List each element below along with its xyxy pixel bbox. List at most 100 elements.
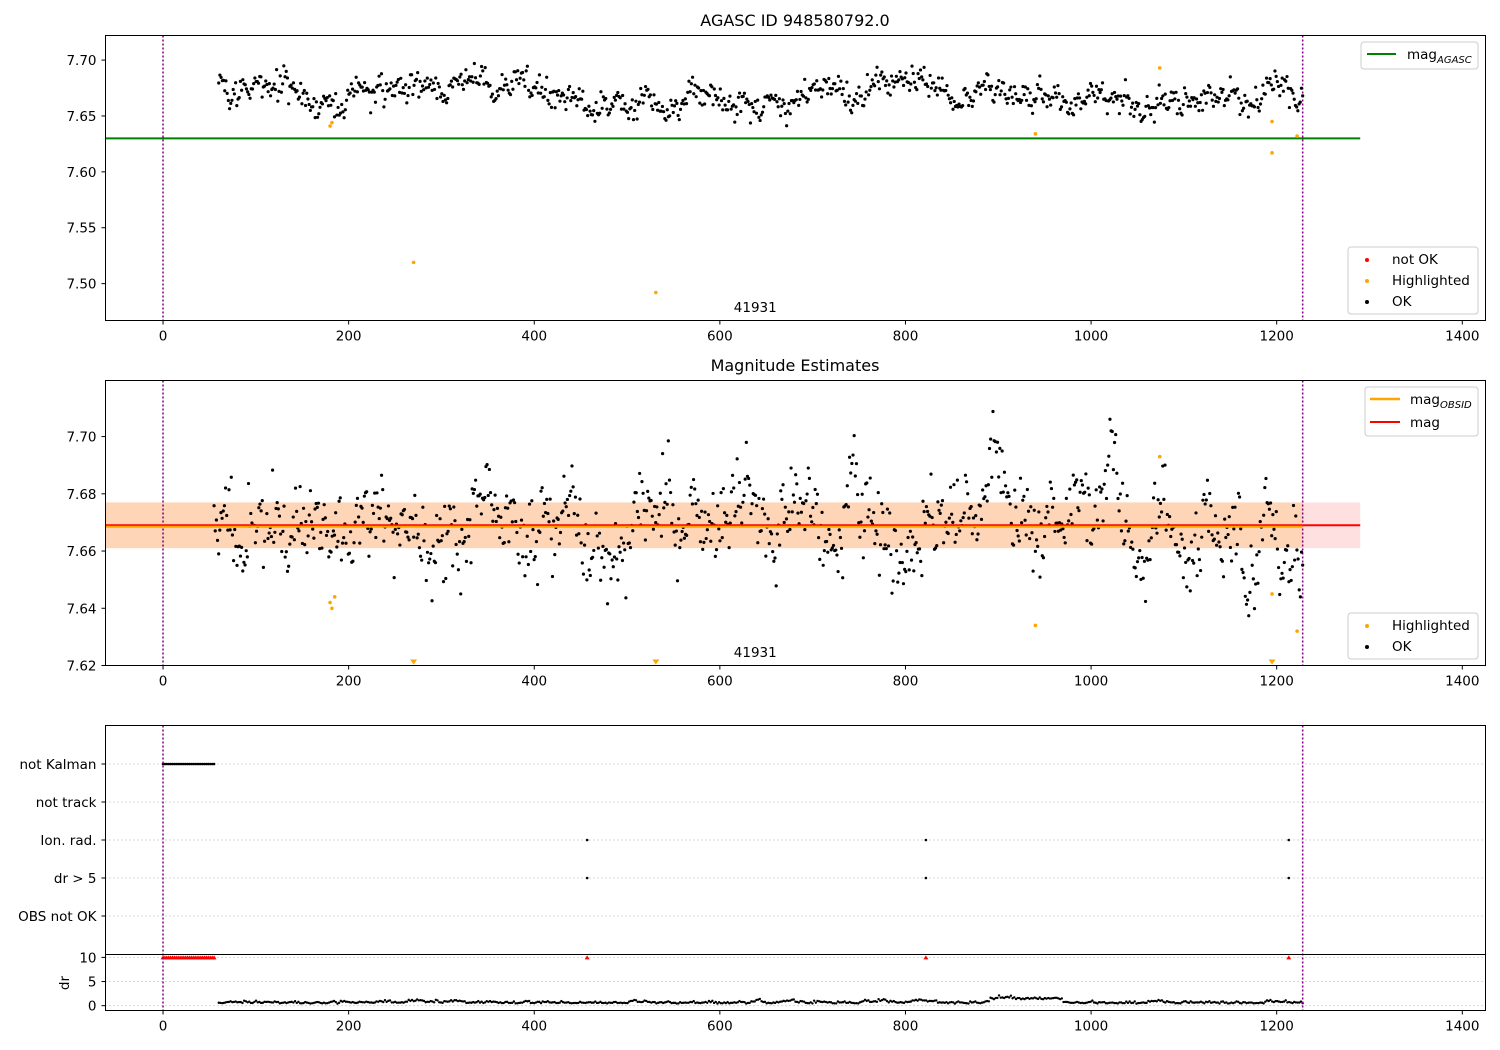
panel2-ok-point xyxy=(1151,496,1156,500)
panel1-ok-point xyxy=(256,81,261,85)
panel2-ok-point xyxy=(1157,515,1161,519)
panel1-highlighted-point xyxy=(654,290,658,295)
panel2-ok-point xyxy=(705,528,709,532)
dr-point xyxy=(592,1001,595,1004)
flag-point xyxy=(173,762,176,766)
panel2-ok-point xyxy=(844,503,848,507)
dr-point xyxy=(449,999,453,1002)
panel2-ok-point xyxy=(755,504,759,508)
panel1-ok-point xyxy=(489,95,493,99)
panel1-ok-point xyxy=(713,93,718,98)
panel1-ok-point xyxy=(391,84,396,88)
panel1-ok-point xyxy=(1197,108,1201,113)
panel1-ok-point xyxy=(332,115,337,119)
flag-point xyxy=(585,876,589,880)
panel1-ok-point xyxy=(1061,95,1065,99)
panel2-ok-point xyxy=(398,543,402,547)
panel2-ok-point xyxy=(725,513,729,517)
panel2-ok-point xyxy=(277,514,282,518)
panel1-ok-point xyxy=(862,104,866,108)
dr-point xyxy=(368,1001,371,1004)
panel2-ok-point xyxy=(722,511,727,515)
panel2-ok-point xyxy=(791,493,795,497)
dr-point xyxy=(996,996,999,1000)
panel1-ok-point xyxy=(1071,113,1076,117)
panel1-ok-point xyxy=(1172,91,1176,95)
flag-point xyxy=(924,838,928,842)
panel2-ok-point xyxy=(788,527,792,532)
panel1-ok-point xyxy=(993,93,997,97)
panel1-ok-point xyxy=(410,73,414,77)
dr-point xyxy=(758,997,762,1001)
panel1-ok-point xyxy=(423,79,427,83)
panel2-ok-point xyxy=(680,529,684,534)
panel2-ok-point xyxy=(1063,541,1067,545)
panel1-ok-point xyxy=(949,101,953,105)
panel1-ok-point xyxy=(504,77,508,81)
panel1-ok-point xyxy=(389,81,393,85)
panel1-ok-point xyxy=(546,98,550,102)
dr-point xyxy=(716,1002,719,1005)
panel2-ok-point xyxy=(463,535,467,540)
panel1-ok-point xyxy=(828,86,832,91)
dr-point xyxy=(361,1001,365,1004)
panel1-ok-point xyxy=(434,76,438,80)
dr-point xyxy=(1175,1001,1179,1005)
panel1-ok-point xyxy=(957,102,961,106)
panel1-highlighted-point xyxy=(1157,66,1162,70)
panel2-ok-point xyxy=(1291,503,1296,508)
panel2-ok-point xyxy=(780,497,784,501)
panel2-ok-point xyxy=(865,481,869,485)
panel1-ok-point xyxy=(320,102,325,106)
panel1-ok-point xyxy=(1064,100,1068,104)
panel1-ok-point xyxy=(987,84,991,89)
panel2-ok-point xyxy=(670,521,674,525)
panel1-ok-point xyxy=(414,77,419,81)
panel2-ok-point xyxy=(1210,533,1214,537)
dr-point xyxy=(736,1001,739,1004)
panel2-ok-point xyxy=(846,505,851,509)
panel2-ok-point xyxy=(1185,585,1189,589)
panel1-ok-point xyxy=(276,99,280,103)
panel2-ok-point xyxy=(912,569,916,573)
panel1-ok-point xyxy=(229,101,233,105)
panel2-ok-point xyxy=(1258,519,1262,524)
panel2-ok-point xyxy=(1140,555,1144,560)
panel2-ok-point xyxy=(699,509,704,513)
dr-point xyxy=(385,1000,388,1004)
panel2-ok-point xyxy=(1141,576,1145,580)
flag-point xyxy=(195,762,199,766)
panel2-ok-point xyxy=(1257,550,1261,554)
panel1-ok-point xyxy=(842,99,847,103)
panel1-ok-point xyxy=(629,106,633,110)
panel1-ok-point xyxy=(317,112,321,116)
panel2-ok-point xyxy=(915,551,919,555)
panel1-ok-point xyxy=(1075,96,1079,100)
panel1-ok-point xyxy=(1285,74,1289,79)
flag-point xyxy=(182,762,186,766)
panel2-ok-point xyxy=(985,499,989,503)
panel2-ok-point xyxy=(1217,540,1221,544)
panel1-ok-point xyxy=(794,98,798,102)
panel2-ok-point xyxy=(444,576,448,581)
panel1-ok-point xyxy=(1237,96,1241,100)
panel1-ok-point xyxy=(232,92,236,96)
panel1-ok-point xyxy=(846,100,850,104)
panel1-ok-point xyxy=(727,99,731,104)
panel2-ok-point xyxy=(884,547,888,551)
panel1-ok-point xyxy=(460,83,464,87)
panel2-ok-point xyxy=(467,534,471,538)
panel1-ok-point xyxy=(797,103,801,107)
panel1-ok-point xyxy=(1024,98,1029,102)
panel2-ok-point xyxy=(1274,510,1278,514)
panel2-ok-point xyxy=(1244,602,1249,606)
panel1-ok-point xyxy=(886,91,890,95)
panel2-ok-point xyxy=(451,564,455,568)
panel1-ok-point xyxy=(289,83,293,87)
panel1-ok-point xyxy=(1257,109,1261,113)
panel1-ok-point xyxy=(922,65,926,69)
panel2-ok-point xyxy=(468,518,472,522)
dr-point xyxy=(935,999,938,1002)
panel1-ok-point xyxy=(225,91,229,95)
dr-point xyxy=(405,1000,409,1003)
